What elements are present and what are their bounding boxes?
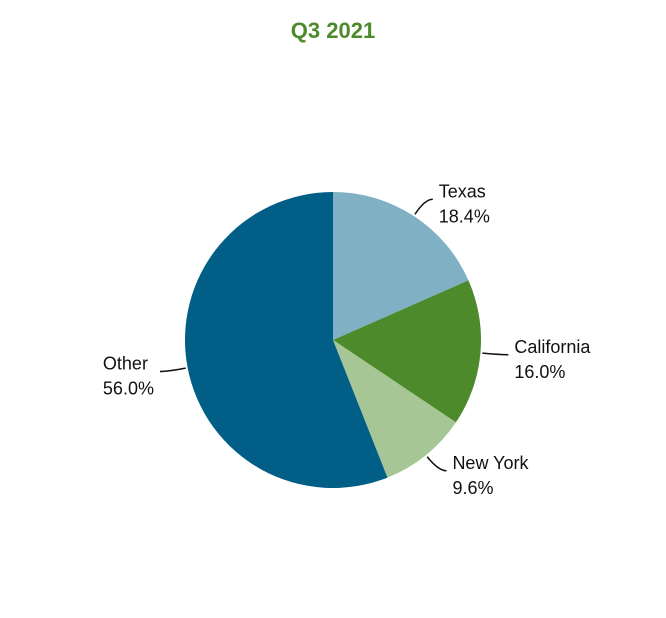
pie-slice [333, 340, 456, 478]
slice-label: California [514, 337, 591, 357]
slice-label: Texas [439, 181, 486, 201]
leader-line [414, 198, 433, 215]
leader-line [482, 352, 509, 356]
slice-value-label: 9.6% [452, 478, 493, 498]
leader-line [159, 367, 186, 373]
slice-label: Other [103, 353, 148, 373]
slice-value-label: 18.4% [439, 206, 490, 226]
slice-label: New York [452, 453, 529, 473]
pie-slice [185, 192, 388, 488]
slice-value-label: 56.0% [103, 378, 154, 398]
leader-line [426, 456, 447, 472]
pie-slice [333, 192, 469, 340]
slice-value-label: 16.0% [514, 362, 565, 382]
pie-slice [333, 280, 482, 423]
chart-title: Q3 2021 [291, 18, 375, 43]
